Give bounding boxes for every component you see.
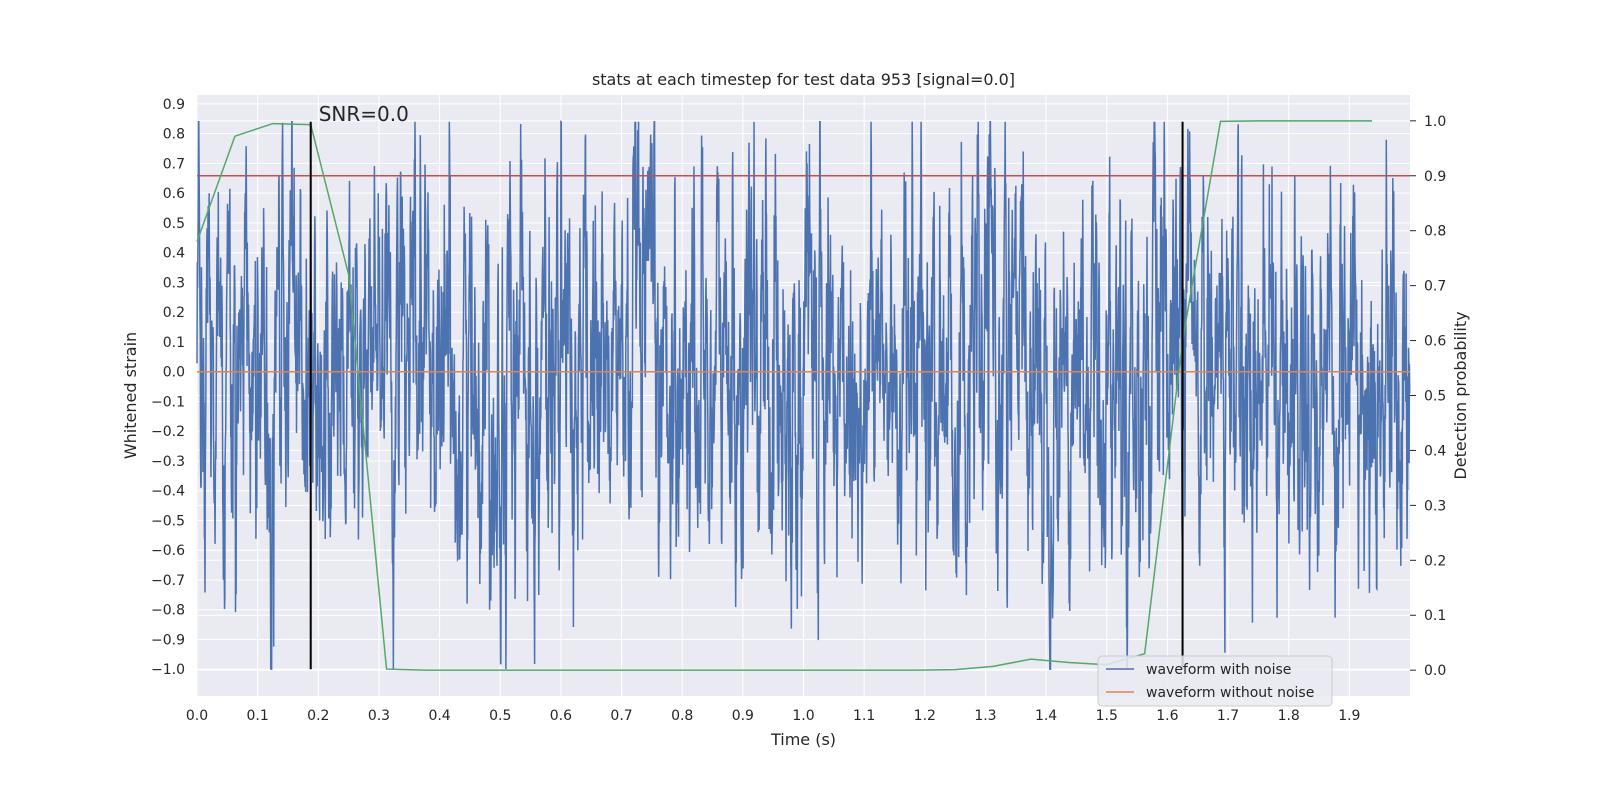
x-tick-label: 1.3 xyxy=(974,708,996,724)
x-tick-label: 0.8 xyxy=(671,708,693,724)
x-tick-label: 0.3 xyxy=(368,708,390,724)
x-tick-label: 1.0 xyxy=(792,708,814,724)
x-tick-label: 0.6 xyxy=(550,708,572,724)
y-tick-label: −0.5 xyxy=(151,513,185,529)
legend: waveform with noise waveform without noi… xyxy=(1097,655,1333,707)
y-tick-label: 0.2 xyxy=(163,305,185,321)
x-tick-label: 1.4 xyxy=(1035,708,1057,724)
x-tick-label: 1.5 xyxy=(1096,708,1118,724)
x-tick-label: 1.6 xyxy=(1156,708,1178,724)
y-tick-label: 0.5 xyxy=(163,216,185,232)
right-tick-label: 0.5 xyxy=(1424,389,1446,405)
vertical-markers xyxy=(309,121,1184,670)
snr-annotation: SNR=0.0 xyxy=(319,102,409,126)
series-waveform-with-noise xyxy=(196,120,1411,670)
x-tick-label: 0.1 xyxy=(247,708,269,724)
chart-title: stats at each timestep for test data 953… xyxy=(592,70,1015,89)
right-tick-label: 0.4 xyxy=(1424,443,1446,459)
right-tick-label: 1.0 xyxy=(1424,114,1446,130)
y-tick-label: −0.6 xyxy=(151,543,185,559)
y-tick-label: 0.0 xyxy=(163,365,185,381)
y-tick-label: −0.1 xyxy=(151,394,185,410)
right-axis-ticks: 1.0 0.9 0.8 0.7 0.6 0.5 0.4 0.3 0.2 0.1 0.0 xyxy=(1410,114,1446,679)
legend-label-clean: waveform without noise xyxy=(1146,685,1314,701)
right-tick-label: 0.1 xyxy=(1424,608,1446,624)
right-tick-label: 0.0 xyxy=(1424,663,1446,679)
plot-content xyxy=(196,120,1411,671)
y-tick-label: 0.1 xyxy=(163,335,185,351)
y-axis-label: Whitened strain xyxy=(121,332,140,459)
right-tick-label: 0.3 xyxy=(1424,498,1446,514)
x-tick-label: 1.8 xyxy=(1278,708,1300,724)
x-tick-label: 0.5 xyxy=(489,708,511,724)
right-axis-label: Detection probability xyxy=(1451,311,1470,479)
x-tick-label: 0.7 xyxy=(610,708,632,724)
y-tick-label: −0.2 xyxy=(151,424,185,440)
x-axis-label: Time (s) xyxy=(770,730,836,749)
right-tick-label: 0.8 xyxy=(1424,224,1446,240)
x-tick-label: 1.9 xyxy=(1338,708,1360,724)
x-tick-label: 0.9 xyxy=(732,708,754,724)
y-tick-label: 0.9 xyxy=(163,97,185,113)
right-tick-label: 0.2 xyxy=(1424,553,1446,569)
y-tick-label: 0.3 xyxy=(163,275,185,291)
y-tick-label: 0.6 xyxy=(163,186,185,202)
x-tick-label: 1.1 xyxy=(853,708,875,724)
x-tick-label: 1.7 xyxy=(1217,708,1239,724)
series-detection-probability xyxy=(196,120,1373,671)
y-tick-label: −0.3 xyxy=(151,454,185,470)
y-tick-label: −0.7 xyxy=(151,573,185,589)
right-tick-label: 0.7 xyxy=(1424,279,1446,295)
y-tick-label: −0.9 xyxy=(151,632,185,648)
y-tick-label: −0.4 xyxy=(151,484,185,500)
y-tick-label: −0.8 xyxy=(151,603,185,619)
y-tick-label: 0.8 xyxy=(163,127,185,143)
y-tick-label: −1.0 xyxy=(151,662,185,678)
x-tick-label: 1.2 xyxy=(914,708,936,724)
legend-label-noise: waveform with noise xyxy=(1146,662,1291,678)
x-tick-label: 0.2 xyxy=(307,708,329,724)
x-tick-label: 0.0 xyxy=(186,708,208,724)
y-axis-ticks: 0.9 0.8 0.7 0.6 0.5 0.4 0.3 0.2 0.1 0.0 −0.1 −0.2 −0… xyxy=(151,97,185,678)
y-tick-label: 0.4 xyxy=(163,246,185,262)
right-tick-label: 0.9 xyxy=(1424,169,1446,185)
y-tick-label: 0.7 xyxy=(163,156,185,172)
legend-box xyxy=(1097,655,1333,707)
x-axis-ticks: 0.0 0.1 0.2 0.3 0.4 0.5 0.6 0.7 0.8 0.9 1.0 1.1 1.2 1… xyxy=(186,708,1361,724)
right-tick-label: 0.6 xyxy=(1424,334,1446,350)
x-tick-label: 0.4 xyxy=(428,708,450,724)
